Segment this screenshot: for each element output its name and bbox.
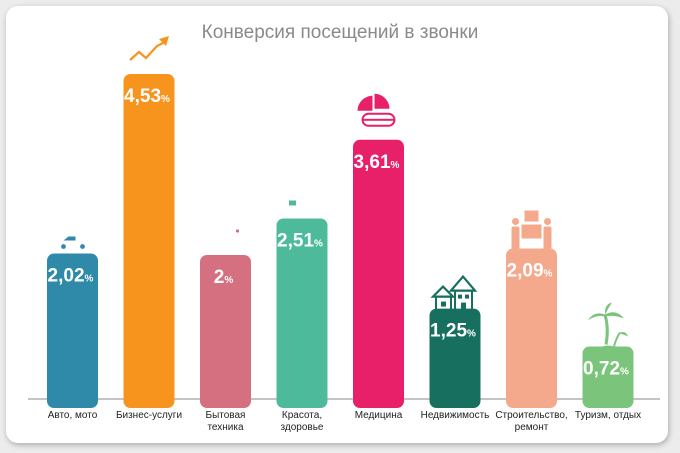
- bar-4: [276, 218, 328, 408]
- coffee-machine-icon: [209, 226, 242, 255]
- bar-6: [429, 308, 481, 408]
- category-label: Бытовая техника: [206, 410, 246, 433]
- bar-1: [47, 253, 98, 408]
- bar-7: [506, 248, 557, 408]
- pills-icon: [357, 93, 396, 127]
- category-label: Красота, здоровье: [281, 410, 324, 433]
- palm-island-icon: [588, 302, 628, 353]
- cosmetics-icon: [288, 175, 319, 219]
- bar-value-label: 2,51%: [277, 230, 323, 251]
- houses-icon: [430, 274, 478, 312]
- car-icon: [56, 234, 90, 251]
- category-label: Туризм, отдых: [575, 410, 641, 421]
- category-label: Бизнес-услуги: [116, 410, 182, 421]
- bar-value-label: 1,25%: [430, 321, 476, 342]
- bar-value-label: 3,61%: [354, 152, 400, 173]
- category-label: Авто, мото: [48, 410, 98, 421]
- bar-3: [200, 254, 251, 408]
- bar-5: [353, 139, 404, 408]
- bar-value-label: 2,09%: [507, 261, 553, 282]
- bar-2: [123, 74, 175, 408]
- movers-icon: [511, 210, 552, 253]
- bar-value-label: 4,53%: [124, 86, 170, 107]
- chart-card: [6, 6, 668, 443]
- growth-chart-icon: [129, 36, 169, 71]
- category-label: Недвижимость: [421, 410, 490, 421]
- bar-value-label: 2,02%: [48, 266, 94, 287]
- bar-value-label: 2%: [214, 267, 234, 288]
- chart-title: Конверсия посещений в звонки: [201, 22, 479, 43]
- bar-value-label: 0,72%: [583, 359, 629, 380]
- category-label: Медицина: [355, 410, 403, 421]
- category-label: Строительство, ремонт: [495, 410, 567, 433]
